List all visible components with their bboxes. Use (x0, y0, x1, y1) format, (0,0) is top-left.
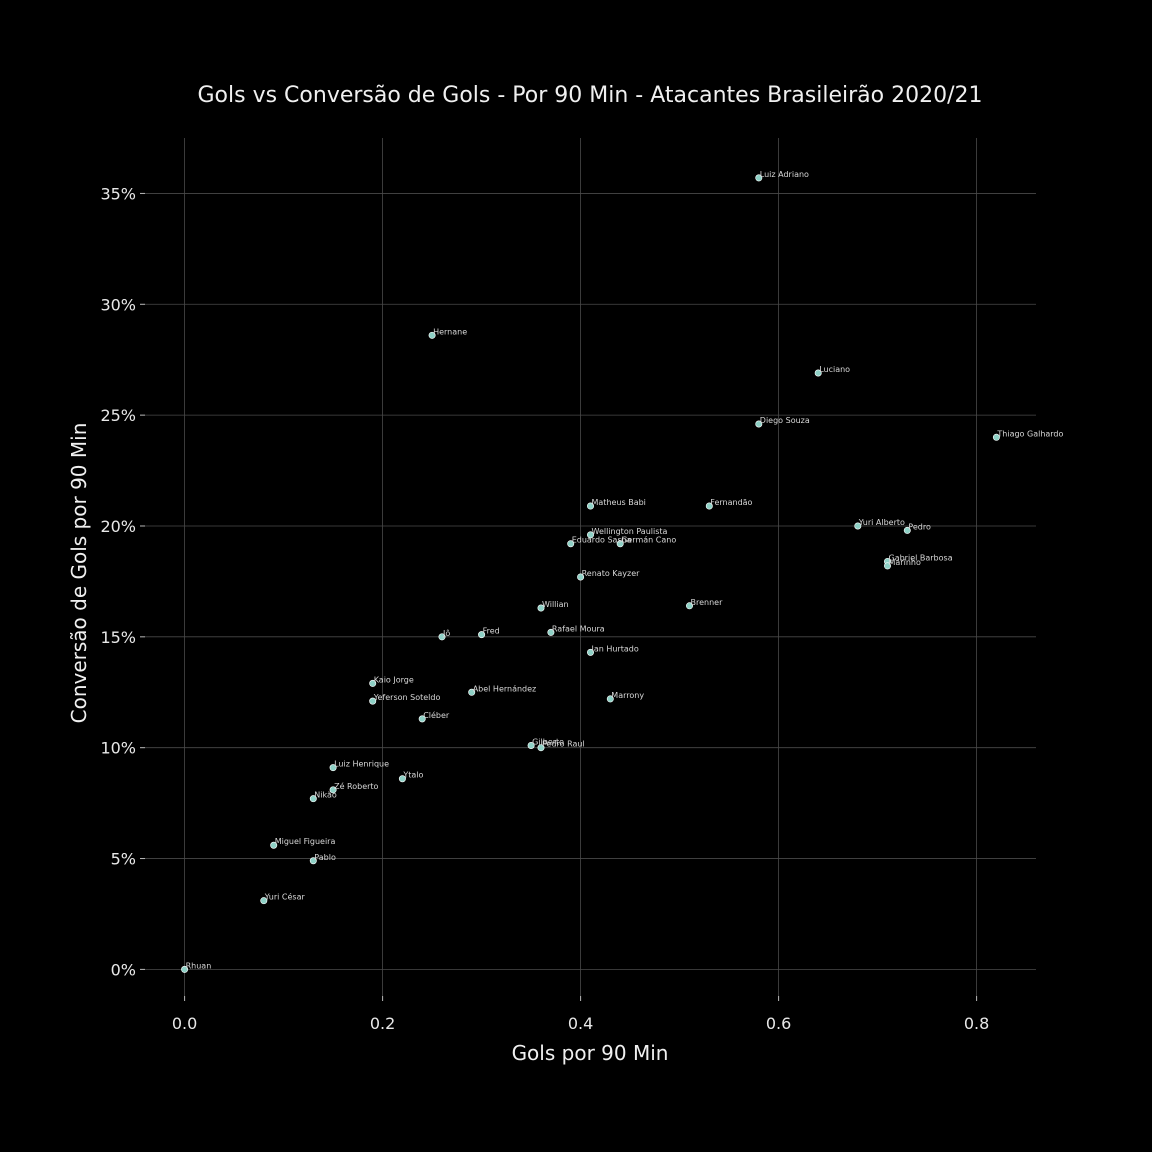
point-label: Pedro (908, 522, 931, 531)
point-label: Ian Hurtado (592, 644, 639, 653)
point-label: Nikão (314, 791, 337, 800)
point-label: Gabriel Barbosa (889, 553, 953, 562)
point-label: Fernandão (710, 498, 752, 507)
point-label: Hernane (433, 327, 467, 336)
x-tick-label: 0.8 (964, 1014, 989, 1033)
point-label: Kaio Jorge (374, 675, 414, 684)
point-label: Miguel Figueira (275, 837, 336, 846)
data-point (755, 420, 763, 428)
data-point (369, 679, 377, 687)
data-point (586, 531, 594, 539)
x-axis-ticks: 0.0 0.2 0.4 0.6 0.8 (172, 996, 989, 1033)
point-labels: Luiz Adriano Hernane Luciano Diego Souza Thi… (186, 170, 1064, 970)
data-point (567, 540, 575, 548)
data-point (537, 744, 545, 752)
data-point (468, 688, 476, 696)
point-label: Eduardo Sasha (572, 536, 632, 545)
x-tick-label: 0.6 (766, 1014, 791, 1033)
point-label: Wellington Paulista (592, 527, 668, 536)
point-label: Abel Hernández (473, 684, 537, 693)
point-label: Thiago Galhardo (996, 429, 1063, 438)
point-label: Ytalo (402, 771, 423, 780)
data-point (329, 764, 337, 772)
point-label: Marrony (611, 691, 644, 700)
point-label: Renato Kayzer (582, 569, 641, 578)
point-label: Germán Cano (621, 536, 676, 545)
point-label: Yuri César (264, 892, 306, 902)
x-tick-label: 0.0 (172, 1014, 197, 1033)
x-tick-label: 0.2 (370, 1014, 395, 1033)
point-label: Willian (542, 600, 569, 609)
data-point (547, 628, 555, 636)
point-label: Brenner (691, 598, 724, 607)
point-label: Luiz Henrique (334, 760, 389, 769)
data-point (478, 631, 486, 639)
y-tick-label: 15% (100, 628, 136, 647)
y-tick-label: 30% (100, 295, 136, 314)
point-label: Gilberto (532, 737, 564, 746)
data-point (992, 433, 1000, 441)
data-point (329, 786, 337, 794)
data-point (616, 540, 624, 548)
point-label: Luiz Adriano (760, 170, 809, 179)
point-label: Marinho (889, 558, 921, 567)
data-point (586, 502, 594, 510)
data-point (181, 965, 189, 973)
point-label: Cléber (423, 710, 450, 720)
data-point (854, 522, 862, 530)
data-point (309, 857, 317, 865)
data-point (537, 604, 545, 612)
data-point (903, 526, 911, 534)
data-point (586, 648, 594, 656)
grid (145, 138, 1036, 996)
data-point (685, 602, 693, 610)
point-label: Yuri Alberto (858, 518, 905, 527)
data-point (309, 795, 317, 803)
data-point (369, 697, 377, 705)
point-label: Fred (483, 627, 500, 636)
y-tick-label: 35% (100, 184, 136, 203)
point-label: Rhuan (186, 961, 212, 970)
y-tick-label: 5% (111, 850, 136, 869)
data-point (705, 502, 713, 510)
y-tick-label: 10% (100, 739, 136, 758)
data-point (606, 695, 614, 703)
data-point (438, 633, 446, 641)
point-label: Pablo (314, 853, 336, 862)
y-tick-label: 0% (111, 960, 136, 979)
point-label: Pedro Raul (542, 740, 585, 749)
data-point (260, 897, 268, 905)
x-axis-label: Gols por 90 Min (512, 1041, 669, 1065)
point-label: Matheus Babi (592, 498, 646, 507)
point-label: Yeferson Soteldo (373, 693, 441, 702)
point-label: Jô (442, 628, 450, 638)
data-point (418, 715, 426, 723)
data-points (181, 174, 1000, 973)
point-label: Luciano (819, 365, 850, 374)
x-tick-label: 0.4 (568, 1014, 593, 1033)
data-point (883, 562, 891, 570)
data-point (398, 775, 406, 783)
y-axis-label: Conversão de Gols por 90 Min (67, 423, 91, 724)
point-label: Diego Souza (760, 416, 810, 425)
y-axis-ticks: 0% 5% 10% 15% 20% 25% 30% 35% (100, 184, 145, 979)
data-point (814, 369, 822, 377)
data-point (270, 841, 278, 849)
data-point (527, 741, 535, 749)
data-point (428, 331, 436, 339)
data-point (577, 573, 585, 581)
y-tick-label: 25% (100, 406, 136, 425)
point-label: Zé Roberto (334, 781, 378, 791)
chart-title: Gols vs Conversão de Gols - Por 90 Min -… (198, 83, 983, 108)
y-tick-label: 20% (100, 517, 136, 536)
point-label: Rafael Moura (552, 624, 605, 633)
data-point (755, 174, 763, 182)
